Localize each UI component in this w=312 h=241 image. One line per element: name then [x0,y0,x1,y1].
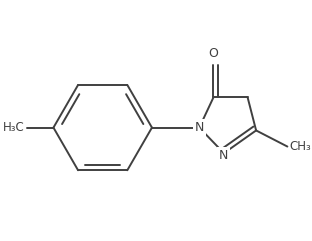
Text: CH₃: CH₃ [289,140,311,153]
Text: H₃C: H₃C [3,121,25,134]
Text: O: O [208,47,218,60]
Text: N: N [219,148,229,161]
Text: N: N [195,121,204,134]
